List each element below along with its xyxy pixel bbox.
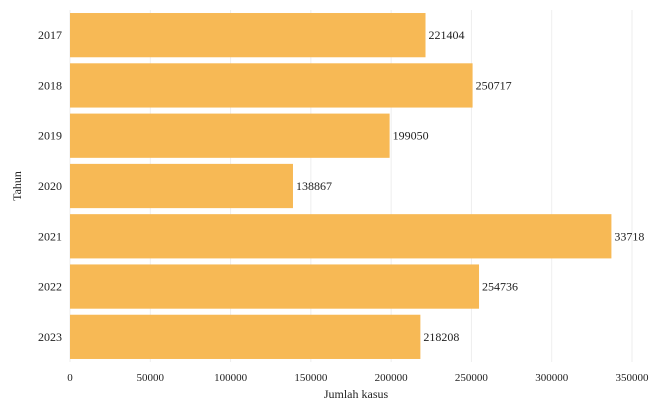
data-label: 250717 (476, 78, 512, 92)
bar-layer (70, 13, 612, 359)
x-tick-label: 0 (67, 372, 73, 384)
bar (70, 113, 390, 158)
data-label: 221404 (429, 28, 465, 42)
x-tick-label: 150000 (294, 372, 328, 384)
x-tick-label: 250000 (455, 372, 489, 384)
bar (70, 214, 612, 259)
bar (70, 314, 421, 359)
bar (70, 163, 293, 209)
bar (70, 13, 426, 58)
x-tick-label: 300000 (535, 372, 569, 384)
data-label: 33718 (614, 229, 644, 243)
data-label: 218208 (423, 330, 459, 344)
x-tick-label: 350000 (616, 372, 650, 384)
y-axis-title: Tahun (10, 171, 24, 201)
label-layer: 0 50000 100000 150000 200000 250000 300000 3500… (38, 28, 649, 384)
bar (70, 264, 480, 309)
y-tick-label: 2019 (38, 129, 62, 143)
y-tick-label: 2021 (38, 229, 62, 243)
y-tick-label: 2018 (38, 78, 62, 92)
data-label: 199050 (393, 129, 429, 143)
y-tick-label: 2017 (38, 28, 62, 42)
y-tick-label: 2023 (38, 330, 62, 344)
bar (70, 63, 473, 108)
x-axis-title: Jumlah kasus (324, 387, 389, 400)
x-tick-label: 50000 (137, 372, 165, 384)
x-tick-label: 100000 (214, 372, 248, 384)
y-tick-label: 2022 (38, 280, 62, 294)
x-tick-label: 200000 (375, 372, 409, 384)
data-label: 138867 (296, 179, 332, 193)
data-label: 254736 (482, 280, 518, 294)
y-tick-label: 2020 (38, 179, 62, 193)
